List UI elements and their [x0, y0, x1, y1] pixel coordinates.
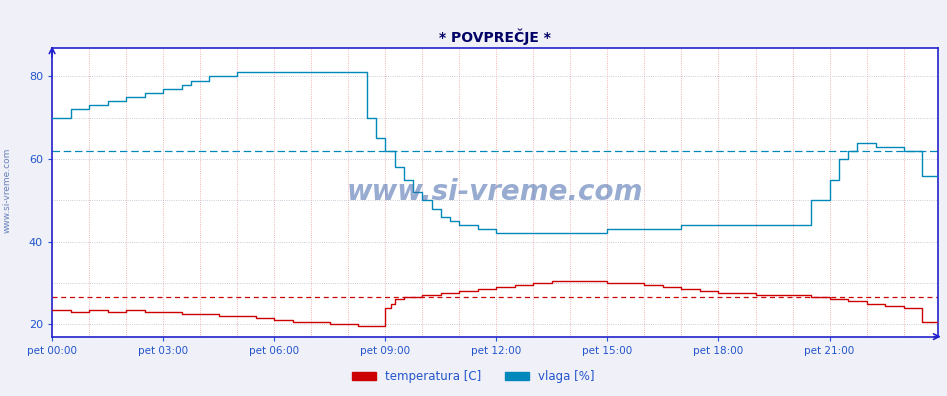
- Title: * POVPREČJE *: * POVPREČJE *: [438, 29, 551, 45]
- Text: www.si-vreme.com: www.si-vreme.com: [347, 178, 643, 206]
- Text: www.si-vreme.com: www.si-vreme.com: [3, 147, 12, 233]
- Legend: temperatura [C], vlaga [%]: temperatura [C], vlaga [%]: [348, 366, 599, 388]
